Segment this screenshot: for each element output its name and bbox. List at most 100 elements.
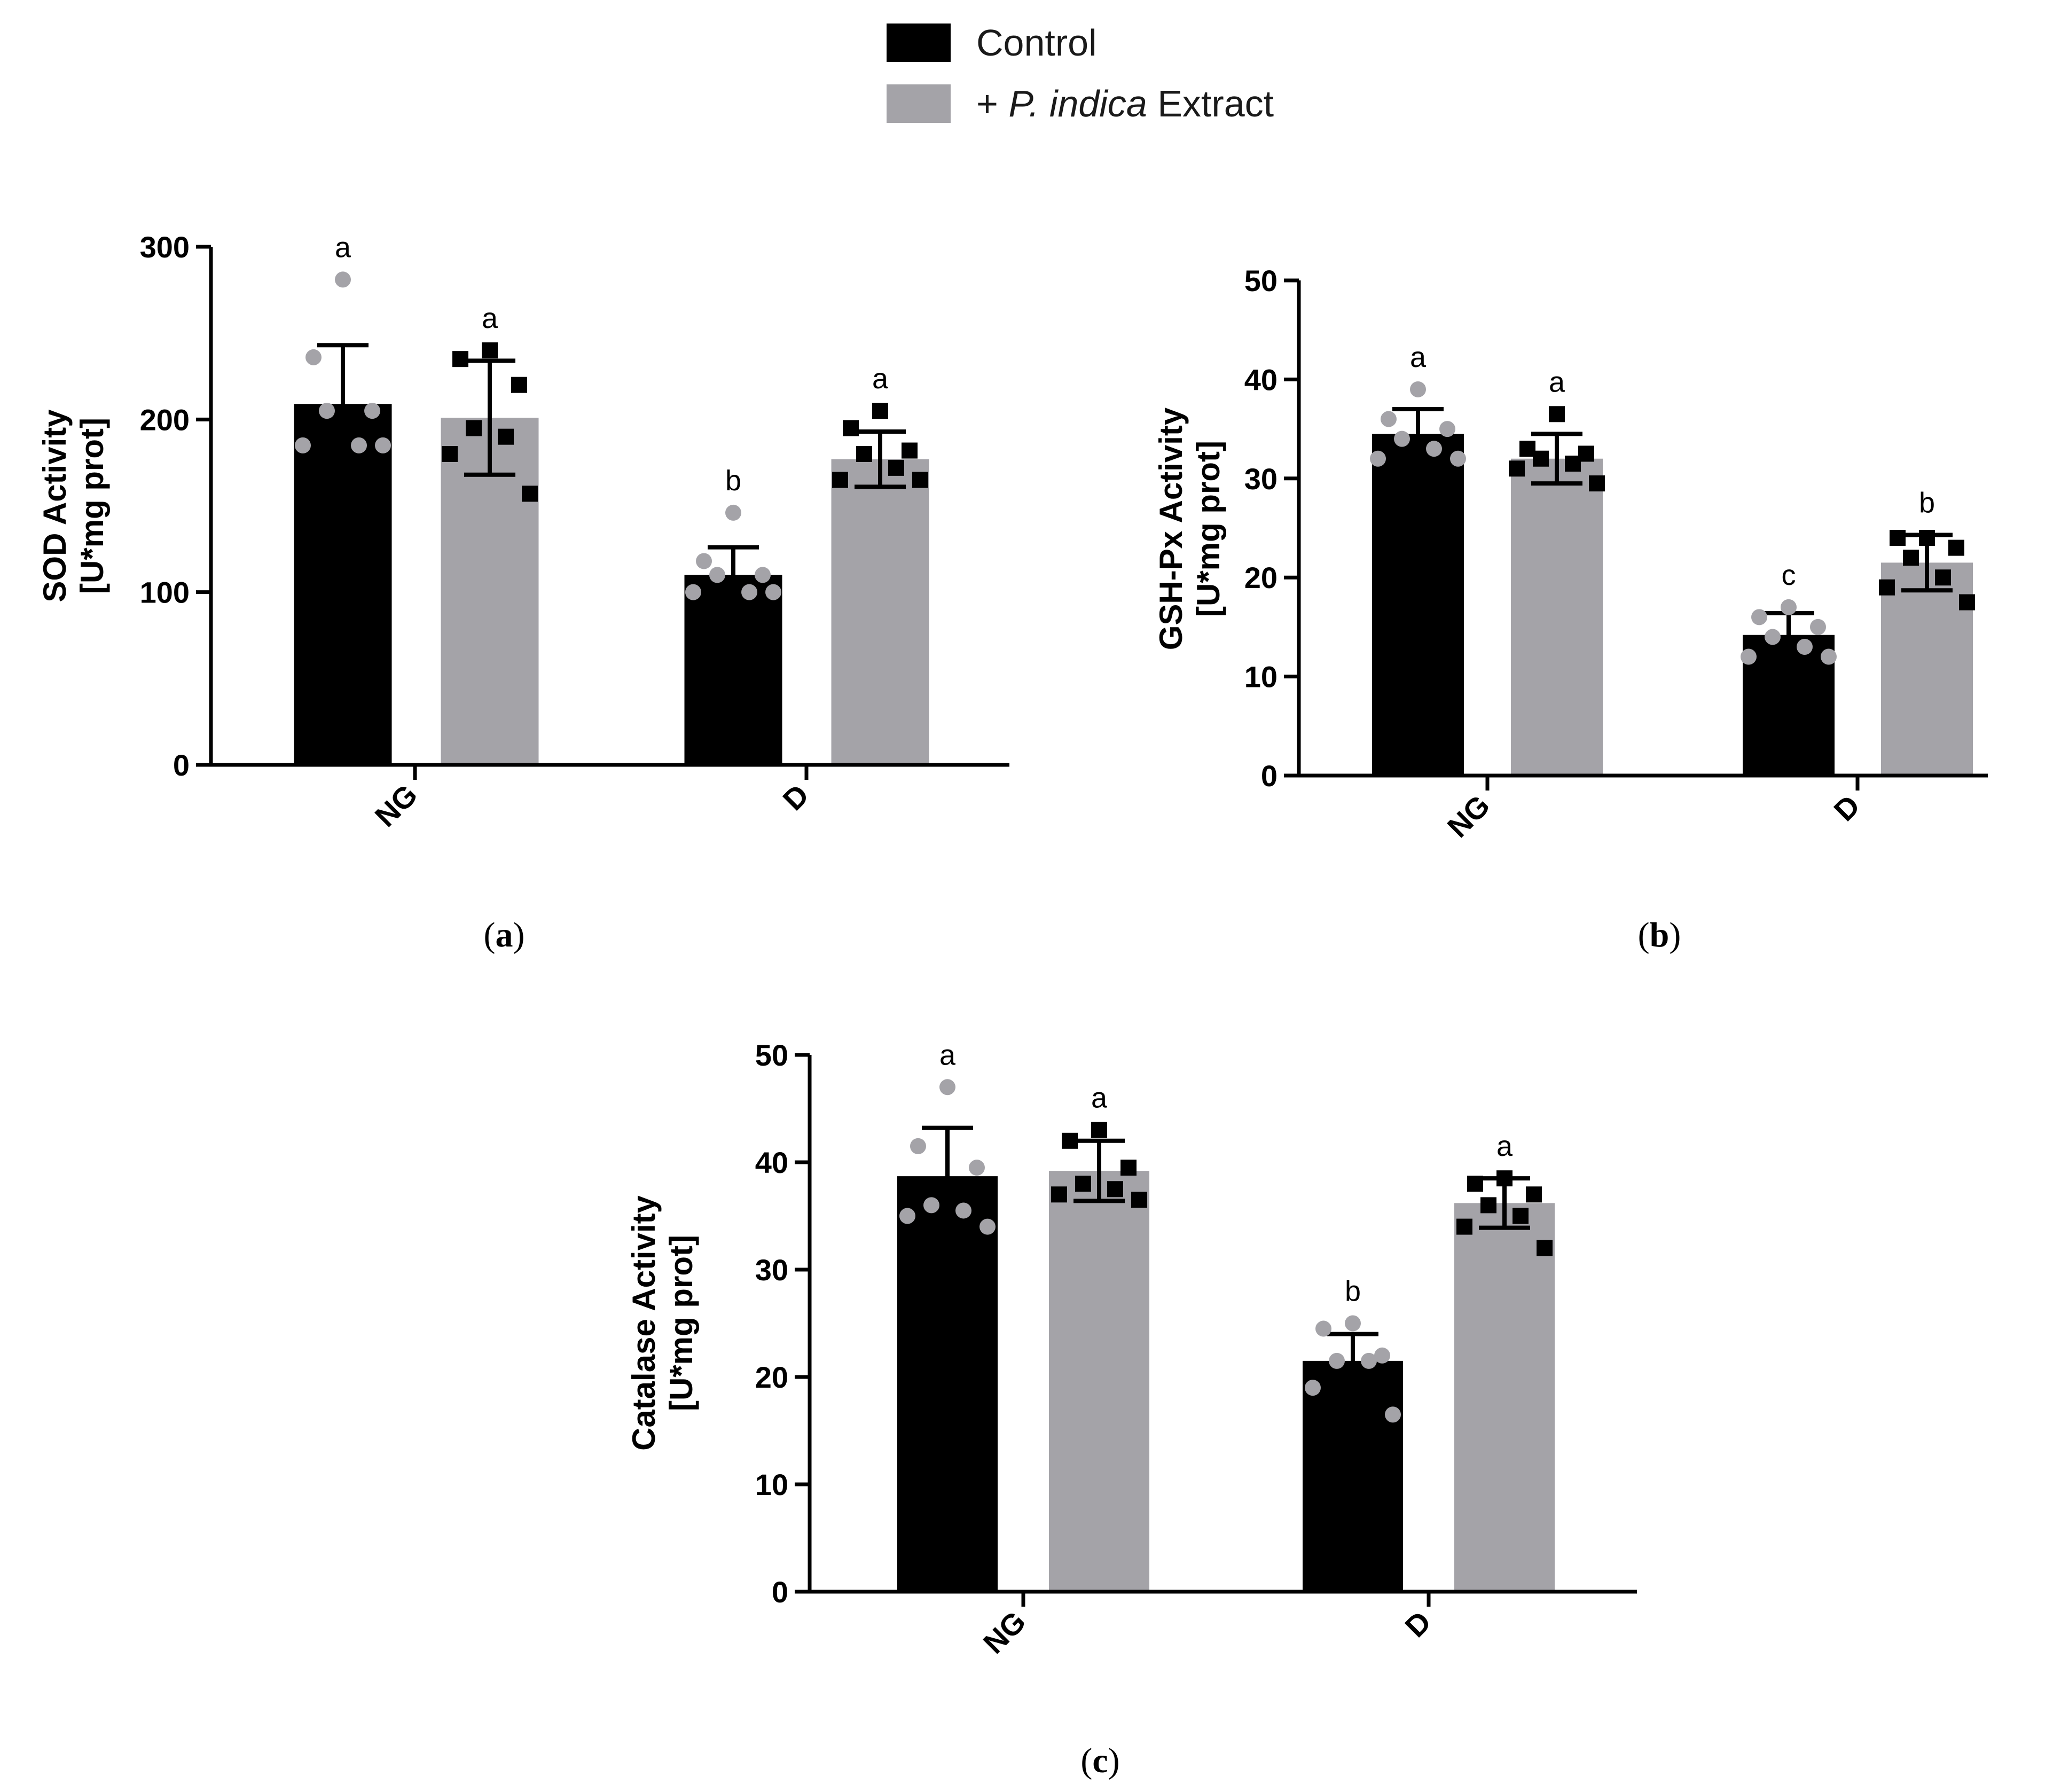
panel-b-point-control-d [1810, 619, 1826, 635]
panel-b-point-extract-d [1919, 530, 1935, 546]
panel-a-point-control-ng [295, 437, 311, 453]
panel-b-point-extract-ng [1589, 475, 1605, 492]
panel-a-y-axis-title-line1: SOD Activity [37, 409, 73, 602]
panel-a-label: (a) [484, 915, 525, 954]
panel-b-point-extract-ng [1509, 460, 1525, 477]
legend-swatch-extract [887, 84, 951, 123]
panel-a-point-extract-d [832, 472, 848, 488]
panel-a-point-control-d [725, 504, 741, 521]
legend-label-extract: + P. indica Extract [976, 82, 1274, 125]
panel-c-point-extract-ng [1120, 1160, 1137, 1176]
panel-c-y-axis-title-line2: [U*mg prot] [663, 1235, 699, 1411]
panel-c-point-extract-d [1480, 1197, 1496, 1214]
legend-label-extract-suffix: Extract [1147, 83, 1274, 124]
panel-b-point-control-ng [1394, 431, 1410, 447]
panel-c-point-extract-ng [1131, 1192, 1147, 1208]
panel-c-y-tick-label: 30 [755, 1253, 788, 1287]
panel-c-point-control-ng [969, 1160, 985, 1176]
panel-c-point-extract-ng [1075, 1176, 1091, 1192]
panel-c-y-tick-label: 10 [755, 1468, 788, 1501]
panel-b-point-extract-d [1890, 530, 1906, 546]
panel-b-y-axis-title-line1: GSH-Px Activity [1153, 407, 1189, 650]
panel-c-y-tick-label: 50 [755, 1038, 788, 1072]
panel-c-point-control-d [1305, 1380, 1321, 1396]
panel-c-point-extract-d [1456, 1218, 1472, 1235]
panel-b-point-extract-ng [1533, 450, 1549, 467]
panel-c-point-control-ng [979, 1218, 996, 1235]
panel-b-point-control-d [1741, 648, 1757, 665]
panel-c-point-extract-d [1526, 1186, 1542, 1203]
panel-c-point-extract-d [1467, 1176, 1483, 1192]
panel-a-point-extract-d [856, 446, 872, 462]
panel-a-point-control-d [709, 567, 725, 583]
panel-c-sig-letter-extract-ng: a [1091, 1082, 1108, 1114]
panel-c-point-control-ng [910, 1138, 926, 1154]
panel-a-point-control-d [741, 584, 757, 600]
panel-c-point-control-ng [939, 1079, 955, 1095]
panel-c-bar-extract-d [1454, 1203, 1555, 1592]
panel-b-point-extract-d [1903, 550, 1919, 566]
panel-c-point-control-ng [923, 1197, 939, 1214]
panel-b-point-extract-d [1935, 569, 1951, 586]
panel-c-category-label-ng: NG [977, 1605, 1032, 1660]
panel-c-point-extract-d [1513, 1208, 1529, 1224]
panel-a-point-extract-ng [442, 446, 458, 462]
panel-b-point-extract-ng [1565, 455, 1581, 472]
panel-a-point-extract-d [888, 459, 904, 476]
panel-b-point-control-d [1765, 629, 1781, 645]
panel-c-point-control-ng [899, 1208, 915, 1224]
panel-b-bar-extract-ng [1511, 458, 1603, 776]
panel-b-y-tick-label: 0 [1261, 759, 1278, 793]
panel-b-point-control-ng [1439, 421, 1455, 437]
panel-c-sig-letter-control-ng: a [939, 1039, 956, 1071]
panel-c-point-control-d [1385, 1406, 1401, 1423]
panel-b-point-control-d [1797, 638, 1813, 655]
panel-a-point-extract-ng [511, 377, 527, 393]
panel-a-sig-letter-control-ng: a [335, 231, 351, 263]
panel-a-point-extract-ng [482, 342, 498, 358]
panel-a-point-extract-ng [452, 351, 468, 367]
panel-c-point-extract-ng [1091, 1122, 1107, 1138]
legend: Control + P. indica Extract [887, 21, 1274, 143]
panel-c-label: (c) [1080, 1741, 1119, 1780]
panel-c-sig-letter-extract-d: a [1496, 1130, 1513, 1162]
panel-c-point-extract-ng [1062, 1132, 1078, 1149]
panel-c-bar-control-d [1303, 1360, 1403, 1592]
panel-a-y-tick-label: 100 [140, 576, 190, 609]
panel-b-y-tick-label: 10 [1244, 660, 1278, 694]
panel-b-point-control-d [1751, 609, 1767, 625]
panel-a-point-extract-d [843, 420, 859, 436]
panel-b-sig-letter-control-d: c [1782, 559, 1796, 591]
panel-c-bar-control-ng [897, 1176, 998, 1592]
panel-b-point-extract-d [1948, 539, 1964, 556]
panel-a-sig-letter-extract-d: a [872, 363, 889, 395]
legend-label-control: Control [976, 22, 1097, 64]
panel-a-point-control-ng [319, 403, 335, 419]
panel-a-point-control-ng [375, 437, 391, 453]
panel-a-point-extract-d [872, 403, 888, 419]
panel-c-point-extract-d [1496, 1170, 1513, 1187]
panel-b-point-control-ng [1370, 450, 1386, 467]
panel-b-label: (b) [1638, 915, 1681, 954]
panel-b-point-control-ng [1381, 411, 1397, 427]
panel-c-bar-extract-ng [1049, 1171, 1149, 1592]
panel-b-category-label-ng: NG [1441, 788, 1496, 844]
panel-a-point-control-d [696, 553, 712, 569]
panel-b-point-extract-d [1879, 579, 1895, 596]
panel-a-y-tick-label: 200 [140, 403, 190, 436]
panel-b-sig-letter-extract-d: b [1919, 487, 1935, 519]
panel-b-point-control-ng [1426, 441, 1442, 457]
panel-c-point-control-d [1315, 1320, 1331, 1337]
panel-a-y-tick-label: 0 [173, 748, 190, 782]
panel-c-point-control-d [1329, 1352, 1345, 1369]
panel-a-category-label-ng: NG [369, 778, 424, 833]
panel-a-point-control-ng [351, 437, 367, 453]
legend-swatch-control [887, 24, 951, 62]
panel-a-point-extract-ng [498, 428, 514, 445]
legend-item-extract: + P. indica Extract [887, 82, 1274, 125]
panel-c-point-extract-d [1537, 1240, 1553, 1256]
panel-c-point-control-d [1361, 1352, 1377, 1369]
panel-a-sig-letter-extract-ng: a [482, 302, 498, 334]
